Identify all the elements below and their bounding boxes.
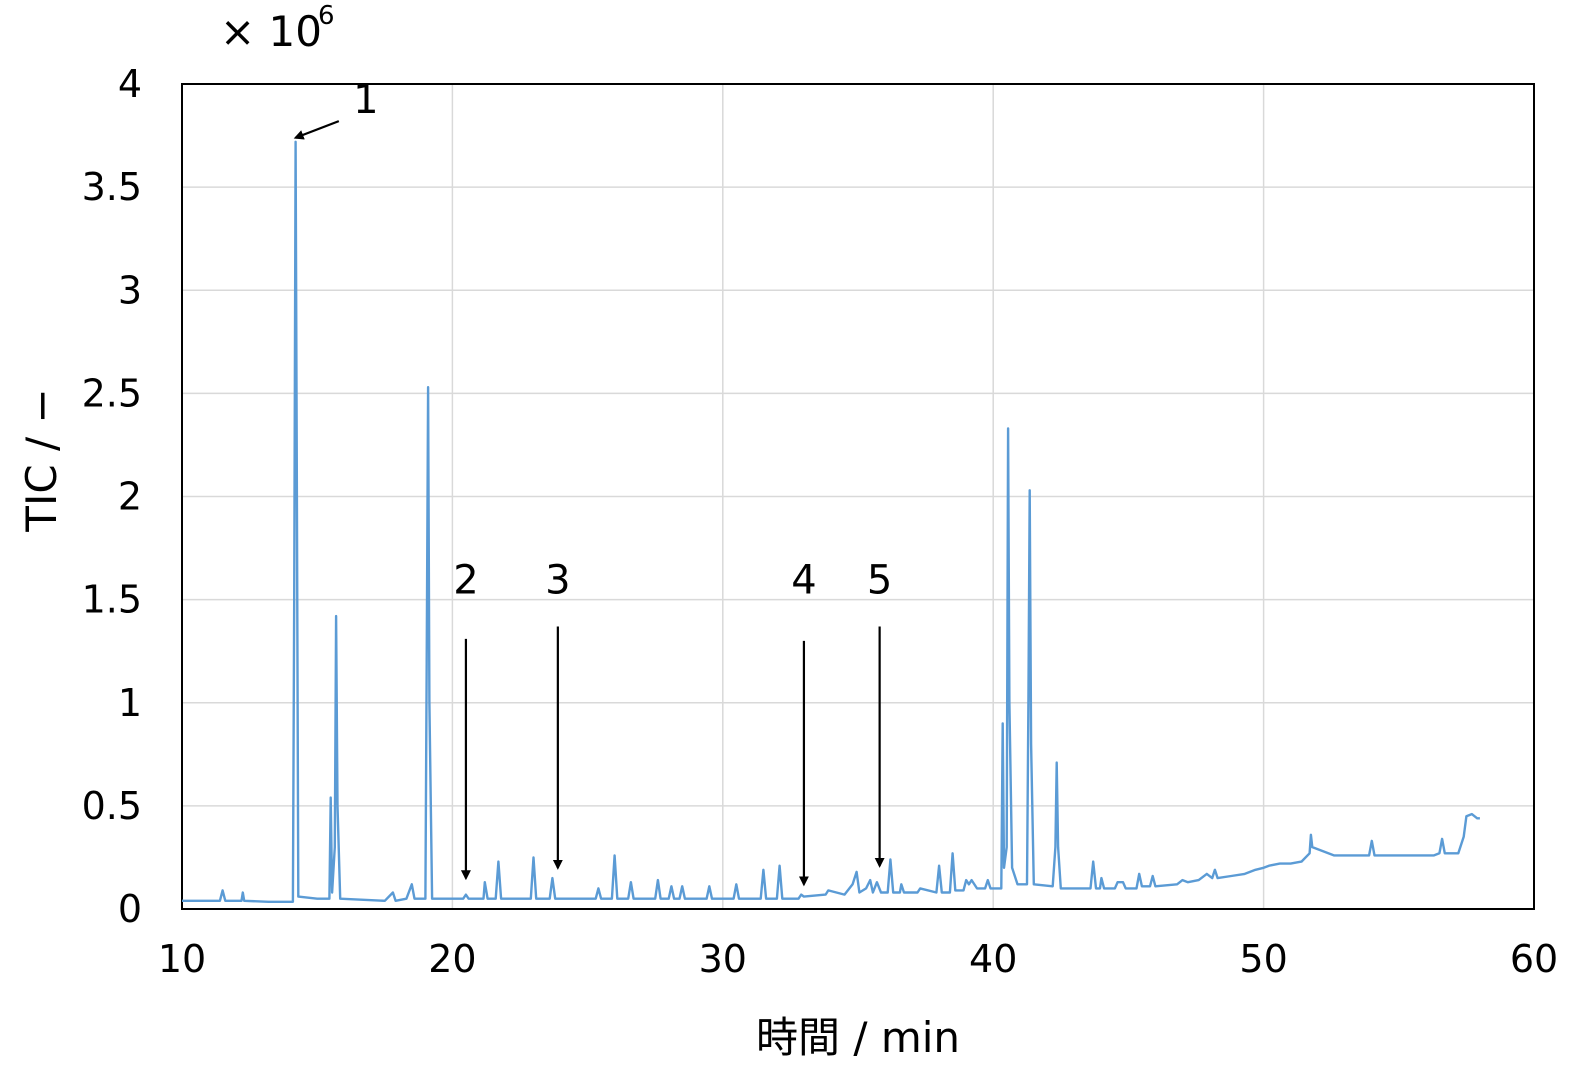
y-tick-label: 2.5 (82, 371, 142, 415)
x-tick-label: 60 (1510, 937, 1558, 981)
grid-lines (181, 83, 1535, 910)
peak-arrow (293, 120, 340, 140)
x-tick-label: 20 (428, 937, 476, 981)
y-tick-label: 3 (118, 268, 142, 312)
x-tick-label: 10 (158, 937, 206, 981)
x-tick-label: 40 (969, 937, 1017, 981)
y-tick-label: 4 (118, 62, 142, 106)
y-axis-ticks: 0 0.5 1 1.5 2 2.5 3 3.5 4 (82, 62, 142, 931)
y-multiplier-exponent: 6 (318, 1, 335, 31)
peak-label: 1 (353, 77, 378, 123)
y-axis-title: TIC / − (17, 388, 66, 532)
peak-label: 4 (791, 557, 816, 603)
peak-label: 5 (867, 557, 892, 603)
y-tick-label: 1 (118, 681, 142, 725)
plot-area-frame (181, 83, 1535, 910)
peak-label: 3 (545, 557, 570, 603)
y-tick-label: 3.5 (82, 165, 142, 209)
peak-annotations: 1 2 3 4 5 (293, 77, 892, 887)
x-tick-label: 50 (1239, 937, 1287, 981)
x-tick-label: 30 (699, 937, 747, 981)
series-layer (182, 140, 1480, 903)
y-tick-label: 2 (118, 475, 142, 519)
x-axis-ticks: 10 20 30 40 50 60 (158, 937, 1558, 981)
tic-series-line (182, 140, 1480, 903)
y-tick-label: 0 (118, 887, 142, 931)
y-tick-label: 1.5 (82, 578, 142, 622)
y-multiplier-label: × 10 (220, 7, 322, 56)
peak-label: 2 (453, 557, 478, 603)
x-axis-title: 時間 / min (756, 1013, 960, 1062)
y-tick-label: 0.5 (82, 784, 142, 828)
